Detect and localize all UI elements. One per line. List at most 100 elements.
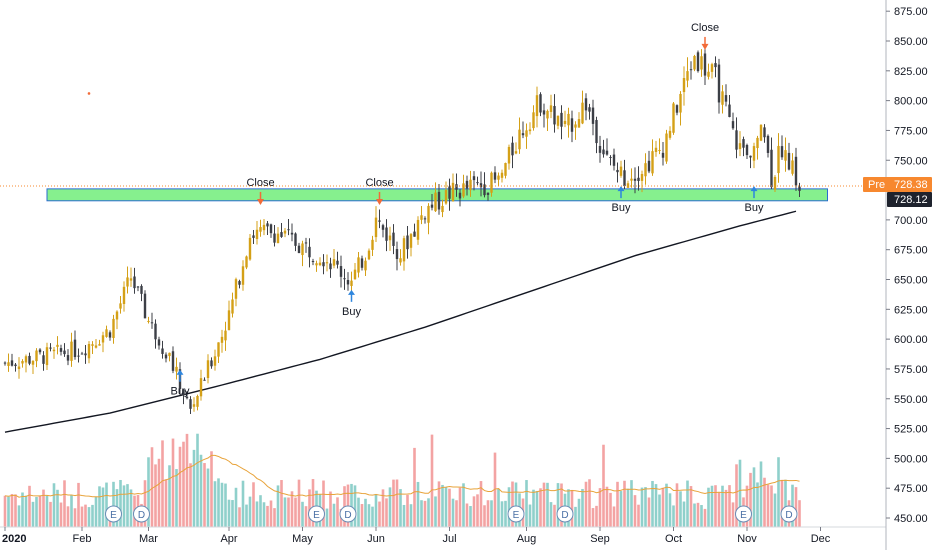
- dividend-marker[interactable]: [133, 505, 150, 523]
- price-tick-label: 775.00: [894, 125, 928, 137]
- candle-body: [651, 151, 654, 174]
- candle-body: [623, 170, 626, 187]
- candle-body: [721, 91, 724, 105]
- candle-body: [133, 276, 136, 289]
- dividend-marker[interactable]: [339, 505, 357, 523]
- event-marker-label: E: [313, 510, 320, 521]
- volume-bar: [175, 469, 178, 527]
- candle-body: [574, 124, 577, 128]
- last-price-tag-bg: [887, 192, 932, 207]
- volume-bar: [553, 504, 556, 527]
- candle-body: [497, 175, 500, 180]
- volume-bar: [220, 482, 224, 527]
- event-marker-label: D: [138, 510, 145, 521]
- volume-bar: [525, 480, 528, 527]
- volume-bar: [126, 484, 129, 527]
- volume-bar: [724, 489, 728, 527]
- candle-body: [227, 310, 231, 331]
- price-tick-label: 525.00: [894, 424, 928, 436]
- candle-body: [766, 135, 770, 153]
- candle-body: [224, 330, 227, 341]
- earnings-marker[interactable]: [507, 505, 525, 523]
- time-tick-label: Sep: [590, 533, 610, 545]
- candle-body: [350, 280, 353, 286]
- volume-bar: [609, 492, 612, 527]
- volume-bar: [367, 504, 371, 527]
- event-marker-label: E: [513, 510, 520, 521]
- time-tick-label: 2020: [2, 533, 26, 545]
- volume-bar: [472, 496, 476, 527]
- earnings-marker[interactable]: [105, 505, 122, 523]
- candle-body: [304, 242, 308, 244]
- volume-bar: [94, 496, 98, 527]
- price-axis[interactable]: 875.00850.00825.00800.00775.00750.00725.…: [885, 0, 932, 550]
- candle-body: [266, 223, 269, 227]
- candle-body: [787, 152, 791, 170]
- candle-body: [560, 112, 563, 127]
- buy-label: Buy: [342, 306, 361, 318]
- candle-body: [549, 105, 553, 112]
- candle-body: [420, 215, 423, 220]
- candle-body: [672, 103, 675, 133]
- volume-bar: [794, 487, 798, 527]
- candle-body: [66, 355, 70, 361]
- candle-body: [157, 339, 161, 346]
- volume-bar: [122, 485, 126, 527]
- candle-body: [700, 56, 703, 70]
- volume-bar: [696, 502, 700, 527]
- buy-label: Buy: [171, 386, 190, 398]
- candle-body: [353, 269, 357, 280]
- candle-body: [441, 205, 444, 213]
- candle-body: [392, 232, 395, 246]
- candle-body: [59, 348, 63, 352]
- volume-bar: [360, 504, 364, 527]
- candle-body: [273, 233, 276, 243]
- last-price-tag-value: 728.12: [894, 194, 928, 206]
- volume-bar: [577, 498, 581, 527]
- stray-marker: [87, 92, 91, 95]
- volume-bar: [210, 451, 213, 527]
- volume-bar: [434, 496, 437, 527]
- volume-bar: [780, 479, 784, 527]
- volume-bar: [791, 484, 794, 527]
- volume-bar: [721, 485, 724, 527]
- candle-body: [245, 256, 248, 268]
- volume-bar: [462, 483, 465, 527]
- candle-body: [710, 64, 714, 72]
- dividend-marker[interactable]: [780, 505, 798, 523]
- earnings-marker[interactable]: [308, 505, 325, 523]
- candle-body: [339, 266, 343, 277]
- volume-bar: [77, 482, 80, 527]
- volume-bar: [248, 496, 252, 527]
- volume-bar: [206, 468, 210, 527]
- candle-body: [665, 133, 668, 162]
- volume-bar: [119, 479, 122, 527]
- price-tick-label: 500.00: [894, 453, 928, 465]
- candle-body: [203, 379, 206, 381]
- candle-body: [696, 52, 700, 72]
- candle-body: [742, 139, 745, 148]
- candle-body: [210, 360, 213, 367]
- close-arrow-head: [701, 43, 709, 50]
- volume-bar: [147, 457, 150, 527]
- price-tick-label: 625.00: [894, 304, 928, 316]
- volume-bar: [784, 479, 787, 527]
- event-marker-label: D: [344, 510, 351, 521]
- candle-body: [444, 190, 448, 204]
- volume-bar: [196, 433, 199, 527]
- volume-bar: [381, 489, 385, 527]
- volume-bar: [238, 507, 241, 527]
- volume-bar: [80, 506, 84, 527]
- volume-bar: [528, 504, 532, 527]
- time-tick-label: Jul: [442, 533, 456, 545]
- volume-bar: [14, 494, 17, 527]
- candle-body: [490, 172, 493, 193]
- volume-bar: [35, 496, 38, 527]
- volume-bar: [52, 483, 56, 527]
- dividend-marker[interactable]: [556, 505, 574, 523]
- candle-body: [640, 174, 644, 181]
- earnings-marker[interactable]: [735, 505, 752, 523]
- candle-body: [773, 176, 777, 190]
- candle-body: [136, 286, 140, 288]
